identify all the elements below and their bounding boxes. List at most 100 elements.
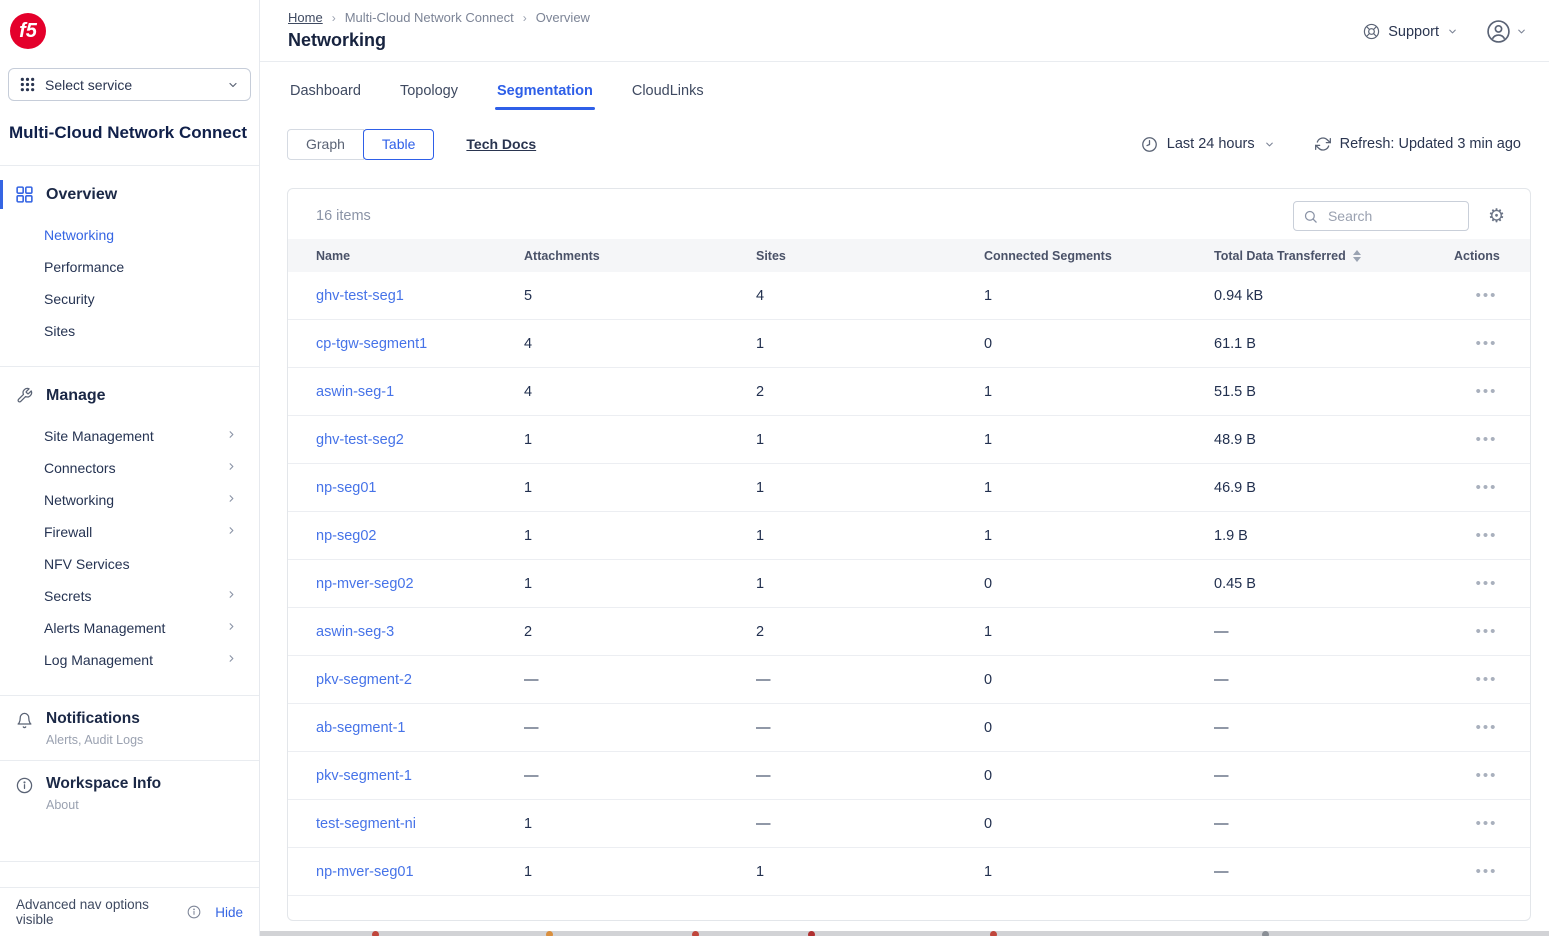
refresh-icon xyxy=(1314,136,1331,152)
row-actions-button[interactable]: ••• xyxy=(1454,815,1505,832)
attachments-cell: 1 xyxy=(524,527,533,544)
sidebar-item-security[interactable]: Security xyxy=(0,283,259,315)
time-range-label: Last 24 hours xyxy=(1166,136,1255,152)
connected-segments-cell: 0 xyxy=(984,815,993,832)
support-menu[interactable]: Support xyxy=(1363,23,1458,40)
controls-row: Graph Table Tech Docs Last 24 hours xyxy=(260,119,1549,163)
row-actions-button[interactable]: ••• xyxy=(1454,767,1505,784)
breadcrumb-item-overview[interactable]: Overview xyxy=(535,10,590,25)
total-data-cell: — xyxy=(1214,815,1229,832)
table-row: np-seg02 1 1 1 1.9 B ••• xyxy=(288,512,1530,560)
sites-cell: — xyxy=(756,671,771,688)
sidebar-item-workspace-info[interactable]: Workspace Info About xyxy=(0,761,259,825)
column-header-attachments[interactable]: Attachments xyxy=(524,249,756,263)
breadcrumb-item-multi-cloud-network-connect[interactable]: Multi-Cloud Network Connect xyxy=(344,10,514,25)
chevron-down-icon xyxy=(1264,139,1275,150)
row-actions-button[interactable]: ••• xyxy=(1454,383,1505,400)
sidebar-item-label: Performance xyxy=(44,259,125,275)
select-service-dropdown[interactable]: Select service xyxy=(8,68,251,101)
segment-name-link[interactable]: ghv-test-seg1 xyxy=(316,287,404,304)
segment-name-link[interactable]: cp-tgw-segment1 xyxy=(316,335,428,352)
sidebar-item-networking[interactable]: Networking xyxy=(0,484,259,516)
sidebar-item-notifications[interactable]: Notifications Alerts, Audit Logs xyxy=(0,696,259,760)
tab-dashboard[interactable]: Dashboard xyxy=(290,82,361,99)
segment-name-link[interactable]: pkv-segment-1 xyxy=(316,767,412,784)
column-header-actions[interactable]: Actions xyxy=(1454,249,1505,263)
sites-cell: 1 xyxy=(756,431,765,448)
sidebar-item-log-management[interactable]: Log Management xyxy=(0,644,259,676)
column-header-label: Actions xyxy=(1454,248,1500,263)
refresh-button[interactable]: Refresh: Updated 3 min ago xyxy=(1314,136,1521,152)
sites-cell: — xyxy=(756,767,771,784)
sidebar-item-secrets[interactable]: Secrets xyxy=(0,580,259,612)
row-actions-button[interactable]: ••• xyxy=(1454,575,1505,592)
row-actions-button[interactable]: ••• xyxy=(1454,527,1505,544)
sidebar-section-manage[interactable]: Manage xyxy=(0,380,259,411)
segment-name-link[interactable]: np-mver-seg02 xyxy=(316,575,414,592)
sites-cell: 2 xyxy=(756,383,765,400)
segment-name-link[interactable]: aswin-seg-3 xyxy=(316,623,395,640)
hide-link[interactable]: Hide xyxy=(215,904,243,920)
account-menu[interactable] xyxy=(1486,19,1527,44)
divider xyxy=(0,366,259,367)
attachments-cell: 4 xyxy=(524,383,533,400)
sidebar-item-firewall[interactable]: Firewall xyxy=(0,516,259,548)
segment-name-link[interactable]: ab-segment-1 xyxy=(316,719,406,736)
sort-icon[interactable] xyxy=(1352,249,1361,262)
clock-icon xyxy=(1141,136,1158,153)
tab-topology[interactable]: Topology xyxy=(399,82,458,99)
row-actions-button[interactable]: ••• xyxy=(1454,335,1505,352)
connected-segments-cell: 0 xyxy=(984,335,993,352)
sidebar-item-performance[interactable]: Performance xyxy=(0,251,259,283)
gear-icon[interactable]: ⚙ xyxy=(1487,205,1505,227)
segments-table-card: 16 items ⚙ Name Attachments Sites Connected… xyxy=(287,188,1531,921)
sidebar-item-sites[interactable]: Sites xyxy=(0,315,259,347)
row-actions-button[interactable]: ••• xyxy=(1454,623,1505,640)
segment-name-link[interactable]: np-seg02 xyxy=(316,527,377,544)
main-content: Home › Multi-Cloud Network Connect › Overvie… xyxy=(260,0,1549,936)
breadcrumb-item-home[interactable]: Home xyxy=(288,10,323,25)
f5-logo: f5 xyxy=(10,13,46,49)
sidebar-item-alerts-management[interactable]: Alerts Management xyxy=(0,612,259,644)
table-header: Name Attachments Sites Connected Segments To… xyxy=(288,239,1530,272)
sidebar-section-overview[interactable]: Overview xyxy=(0,179,259,210)
segment-name-link[interactable]: aswin-seg-1 xyxy=(316,383,395,400)
tab-cloudlinks[interactable]: CloudLinks xyxy=(631,82,704,99)
row-actions-button[interactable]: ••• xyxy=(1454,287,1505,304)
connected-segments-cell: 0 xyxy=(984,671,993,688)
table-row: ghv-test-seg1 5 4 1 0.94 kB ••• xyxy=(288,272,1530,320)
table-row: aswin-seg-1 4 2 1 51.5 B ••• xyxy=(288,368,1530,416)
cutoff-content-strip xyxy=(260,931,1549,936)
segment-name-link[interactable]: np-mver-seg01 xyxy=(316,863,414,880)
table-row: pkv-segment-1 — — 0 — ••• xyxy=(288,752,1530,800)
sidebar-item-site-management[interactable]: Site Management xyxy=(0,420,259,452)
chevron-right-icon xyxy=(226,429,237,440)
view-toggle: Graph Table xyxy=(287,128,435,160)
segment-name-link[interactable]: np-seg01 xyxy=(316,479,377,496)
row-actions-button[interactable]: ••• xyxy=(1454,431,1505,448)
table-row: test-segment-ni 1 — 0 — ••• xyxy=(288,800,1530,848)
search-box xyxy=(1292,201,1469,231)
segment-name-link[interactable]: pkv-segment-2 xyxy=(316,671,412,688)
row-actions-button[interactable]: ••• xyxy=(1454,719,1505,736)
row-actions-button[interactable]: ••• xyxy=(1454,863,1505,880)
tab-segmentation[interactable]: Segmentation xyxy=(494,62,595,119)
view-toggle-graph[interactable]: Graph xyxy=(287,128,364,160)
chevron-right-icon xyxy=(226,461,237,472)
column-header-sites[interactable]: Sites xyxy=(756,249,984,263)
row-actions-button[interactable]: ••• xyxy=(1454,479,1505,496)
search-input[interactable] xyxy=(1325,207,1459,225)
row-actions-button[interactable]: ••• xyxy=(1454,671,1505,688)
time-range-dropdown[interactable]: Last 24 hours xyxy=(1141,136,1275,153)
sidebar-item-networking[interactable]: Networking xyxy=(0,219,259,251)
total-data-cell: 48.9 B xyxy=(1214,431,1256,448)
segment-name-link[interactable]: test-segment-ni xyxy=(316,815,416,832)
column-header-total-data-transferred[interactable]: Total Data Transferred xyxy=(1214,249,1454,263)
column-header-name[interactable]: Name xyxy=(316,249,524,263)
tech-docs-link[interactable]: Tech Docs xyxy=(466,136,537,152)
column-header-connected-segments[interactable]: Connected Segments xyxy=(984,249,1214,263)
view-toggle-table[interactable]: Table xyxy=(362,128,435,160)
sidebar-item-connectors[interactable]: Connectors xyxy=(0,452,259,484)
sidebar-item-nfv-services[interactable]: NFV Services xyxy=(0,548,259,580)
segment-name-link[interactable]: ghv-test-seg2 xyxy=(316,431,404,448)
